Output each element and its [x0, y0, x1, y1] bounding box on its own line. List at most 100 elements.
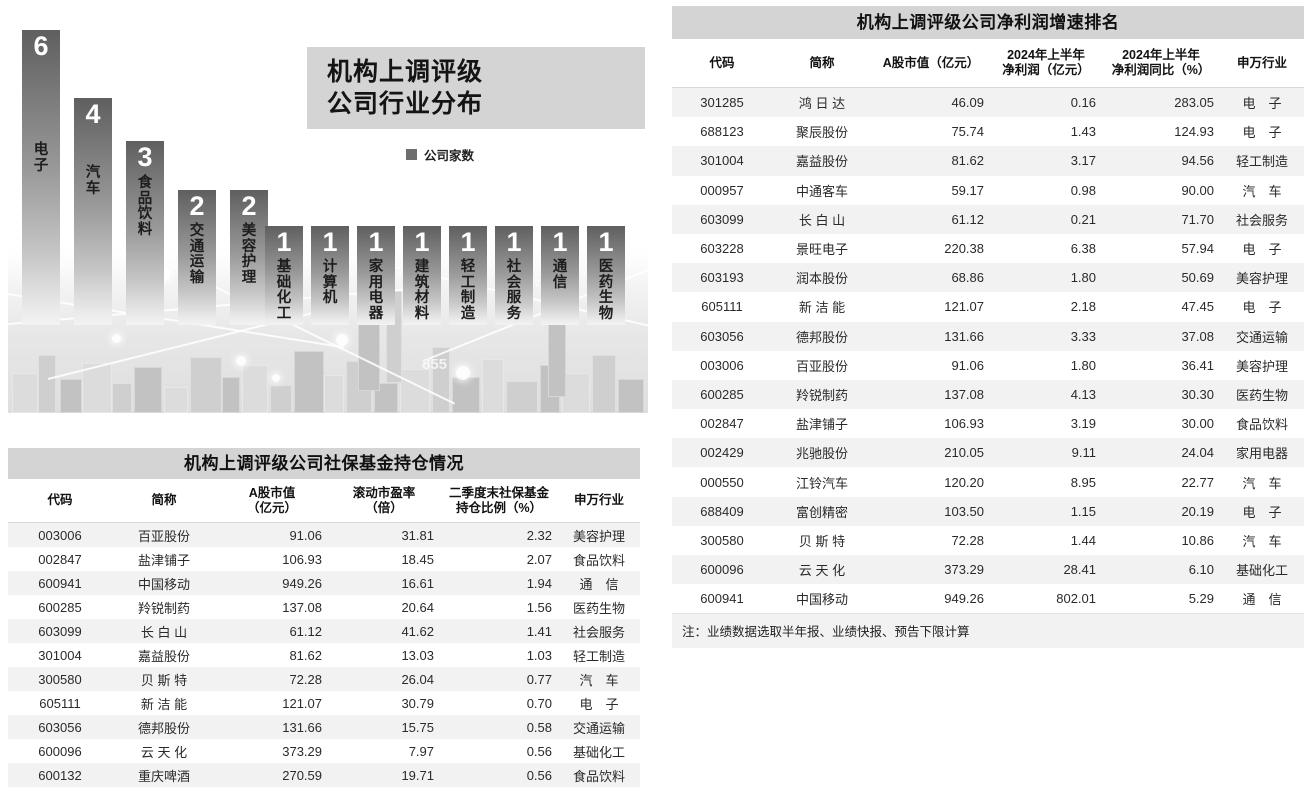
cell-industry: 轻工制造	[558, 643, 640, 667]
cell-pe: 30.79	[328, 691, 440, 715]
cell-market-cap: 210.05	[872, 438, 990, 467]
cell-code: 605111	[8, 691, 112, 715]
cell-market-cap: 46.09	[872, 88, 990, 118]
cell-industry: 医药生物	[1220, 380, 1304, 409]
industry-distribution-chart: 206 855 67 机构上调评级 公司行业分布 公司家数 6 电子 4 汽车 …	[8, 8, 648, 413]
cell-code: 603228	[672, 234, 772, 263]
bar-label-计算机: 计算机	[317, 260, 343, 307]
cell-industry: 汽 车	[1220, 526, 1304, 555]
cell-industry: 通 信	[1220, 584, 1304, 613]
cell-pe: 41.62	[328, 619, 440, 643]
cell-yoy: 47.45	[1102, 292, 1220, 321]
cell-industry: 社会服务	[558, 619, 640, 643]
cell-code: 003006	[672, 351, 772, 380]
cell-net-profit: 4.13	[990, 380, 1102, 409]
table-row: 600941 中国移动 949.26 802.01 5.29 通 信	[672, 584, 1304, 613]
cell-name: 云 天 化	[112, 739, 216, 763]
cell-net-profit: 9.11	[990, 438, 1102, 467]
cell-net-profit: 2.18	[990, 292, 1102, 321]
cell-code: 600941	[672, 584, 772, 613]
cell-code: 600096	[672, 555, 772, 584]
table-row: 603056 德邦股份 131.66 15.75 0.58 交通运输	[8, 715, 640, 739]
table-row: 603099 长 白 山 61.12 41.62 1.41 社会服务	[8, 619, 640, 643]
cell-market-cap: 949.26	[872, 584, 990, 613]
cell-net-profit: 3.17	[990, 146, 1102, 175]
cell-name: 富创精密	[772, 497, 872, 526]
cell-code: 600096	[8, 739, 112, 763]
col-header-code: 代码	[672, 39, 772, 88]
cell-market-cap: 81.62	[872, 146, 990, 175]
table-row: 002429 兆驰股份 210.05 9.11 24.04 家用电器	[672, 438, 1304, 467]
cell-pe: 19.71	[328, 763, 440, 787]
cell-industry: 美容护理	[558, 523, 640, 548]
cell-name: 盐津铺子	[772, 409, 872, 438]
cell-market-cap: 121.07	[872, 292, 990, 321]
bar-label-美容护理: 美容护理	[236, 224, 262, 286]
cell-net-profit: 3.33	[990, 322, 1102, 351]
cell-industry: 美容护理	[1220, 263, 1304, 292]
cell-yoy: 22.77	[1102, 467, 1220, 496]
cell-code: 600941	[8, 571, 112, 595]
cell-pe: 16.61	[328, 571, 440, 595]
table-row: 600285 羚锐制药 137.08 4.13 30.30 医药生物	[672, 380, 1304, 409]
col-header-market-cap: A股市值 （亿元）	[216, 479, 328, 523]
cell-yoy: 36.41	[1102, 351, 1220, 380]
cell-name: 景旺电子	[772, 234, 872, 263]
cell-name: 盐津铺子	[112, 547, 216, 571]
cell-code: 002847	[672, 409, 772, 438]
cell-name: 新 洁 能	[772, 292, 872, 321]
table-row: 688123 聚辰股份 75.74 1.43 124.93 电 子	[672, 117, 1304, 146]
cell-yoy: 5.29	[1102, 584, 1220, 613]
cell-ratio: 1.94	[440, 571, 558, 595]
cell-industry: 家用电器	[1220, 438, 1304, 467]
left-table-body: 003006 百亚股份 91.06 31.81 2.32 美容护理 002847…	[8, 523, 640, 787]
bar-value: 1	[311, 229, 349, 256]
table-row: 603056 德邦股份 131.66 3.33 37.08 交通运输	[672, 322, 1304, 351]
cell-ratio: 1.41	[440, 619, 558, 643]
chart-title-box: 机构上调评级 公司行业分布	[307, 47, 645, 129]
cell-net-profit: 1.15	[990, 497, 1102, 526]
bar-value: 6	[22, 33, 60, 60]
cell-market-cap: 61.12	[216, 619, 328, 643]
cell-market-cap: 137.08	[872, 380, 990, 409]
table-row: 000550 江铃汽车 120.20 8.95 22.77 汽 车	[672, 467, 1304, 496]
cell-name: 兆驰股份	[772, 438, 872, 467]
cell-name: 江铃汽车	[772, 467, 872, 496]
cell-net-profit: 1.44	[990, 526, 1102, 555]
cell-net-profit: 1.43	[990, 117, 1102, 146]
bar-value: 1	[541, 229, 579, 256]
cell-name: 重庆啤酒	[112, 763, 216, 787]
cell-name: 羚锐制药	[772, 380, 872, 409]
table-row: 603228 景旺电子 220.38 6.38 57.94 电 子	[672, 234, 1304, 263]
cell-ratio: 2.07	[440, 547, 558, 571]
cell-name: 百亚股份	[772, 351, 872, 380]
bar-label-建筑材料: 建筑材料	[409, 260, 435, 322]
cell-name: 新 洁 能	[112, 691, 216, 715]
cell-name: 润本股份	[772, 263, 872, 292]
cell-market-cap: 81.62	[216, 643, 328, 667]
cell-ratio: 0.58	[440, 715, 558, 739]
cell-market-cap: 68.86	[872, 263, 990, 292]
bar-电子: 6	[22, 30, 60, 325]
cell-industry: 基础化工	[1220, 555, 1304, 584]
col-header-name: 简称	[772, 39, 872, 88]
table-row: 600285 羚锐制药 137.08 20.64 1.56 医药生物	[8, 595, 640, 619]
cell-industry: 电 子	[1220, 117, 1304, 146]
cell-ratio: 0.56	[440, 739, 558, 763]
cell-code: 301004	[672, 146, 772, 175]
cell-net-profit: 1.80	[990, 351, 1102, 380]
cell-market-cap: 106.93	[872, 409, 990, 438]
cell-name: 鸿 日 达	[772, 88, 872, 118]
cell-market-cap: 72.28	[872, 526, 990, 555]
cell-net-profit: 0.21	[990, 205, 1102, 234]
cell-name: 德邦股份	[112, 715, 216, 739]
cell-market-cap: 137.08	[216, 595, 328, 619]
right-table-header-row: 代码 简称 A股市值（亿元） 2024年上半年 净利润（亿元） 2024年上半年…	[672, 39, 1304, 88]
cell-name: 中通客车	[772, 176, 872, 205]
cell-code: 603056	[672, 322, 772, 351]
cell-yoy: 24.04	[1102, 438, 1220, 467]
cell-yoy: 20.19	[1102, 497, 1220, 526]
cell-pe: 26.04	[328, 667, 440, 691]
table-row: 603099 长 白 山 61.12 0.21 71.70 社会服务	[672, 205, 1304, 234]
cell-net-profit: 1.80	[990, 263, 1102, 292]
